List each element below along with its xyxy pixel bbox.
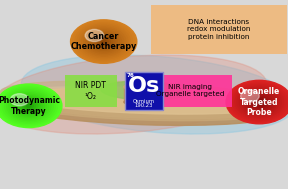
Circle shape: [84, 29, 124, 55]
Ellipse shape: [101, 81, 187, 100]
Circle shape: [75, 23, 132, 60]
Circle shape: [90, 33, 117, 50]
Text: NIR imaging
Organelle targeted: NIR imaging Organelle targeted: [156, 84, 224, 98]
Circle shape: [5, 90, 53, 122]
Circle shape: [88, 31, 119, 52]
Circle shape: [77, 24, 130, 59]
Polygon shape: [124, 87, 164, 102]
Circle shape: [97, 37, 110, 46]
Circle shape: [10, 94, 29, 106]
Circle shape: [73, 21, 134, 62]
Ellipse shape: [21, 55, 288, 134]
Ellipse shape: [124, 98, 164, 106]
Text: 76: 76: [127, 73, 135, 78]
Circle shape: [0, 87, 58, 125]
Circle shape: [71, 20, 137, 63]
Ellipse shape: [0, 81, 288, 116]
Ellipse shape: [12, 92, 276, 119]
Circle shape: [250, 96, 268, 108]
Circle shape: [86, 30, 121, 53]
Circle shape: [242, 91, 277, 114]
Text: Os: Os: [128, 76, 160, 96]
Circle shape: [246, 93, 272, 111]
Circle shape: [101, 40, 106, 43]
Circle shape: [0, 86, 60, 126]
Ellipse shape: [124, 83, 164, 91]
Text: Cancer
Chemotherapy: Cancer Chemotherapy: [71, 32, 137, 51]
Circle shape: [13, 96, 44, 116]
Ellipse shape: [15, 93, 273, 121]
FancyBboxPatch shape: [125, 72, 163, 110]
Ellipse shape: [6, 87, 282, 118]
Circle shape: [82, 27, 126, 56]
Circle shape: [79, 26, 128, 57]
Circle shape: [85, 29, 104, 42]
Circle shape: [253, 98, 266, 106]
Circle shape: [16, 97, 42, 115]
Circle shape: [257, 101, 262, 104]
Ellipse shape: [0, 55, 267, 134]
Ellipse shape: [12, 94, 276, 125]
Text: Osmium: Osmium: [133, 99, 155, 104]
Circle shape: [24, 103, 33, 109]
FancyBboxPatch shape: [151, 5, 287, 54]
Text: DNA interactions
redox modulation
protein inhibition: DNA interactions redox modulation protei…: [187, 19, 251, 40]
Circle shape: [248, 95, 270, 109]
Circle shape: [228, 82, 288, 122]
Circle shape: [93, 34, 115, 49]
Circle shape: [241, 90, 259, 102]
Circle shape: [226, 80, 288, 124]
Text: Organelle
Targeted
Probe: Organelle Targeted Probe: [238, 87, 280, 117]
Text: 190.23: 190.23: [135, 103, 153, 108]
Circle shape: [2, 88, 55, 123]
Circle shape: [9, 93, 49, 119]
Circle shape: [244, 92, 275, 112]
Circle shape: [95, 36, 113, 47]
Circle shape: [230, 83, 288, 121]
Circle shape: [26, 104, 31, 107]
Circle shape: [255, 99, 264, 105]
Text: Photodynamic
Therapy: Photodynamic Therapy: [0, 96, 60, 115]
Circle shape: [11, 94, 46, 117]
Circle shape: [7, 91, 51, 120]
Circle shape: [20, 100, 38, 112]
Ellipse shape: [15, 89, 273, 117]
FancyBboxPatch shape: [65, 75, 117, 107]
Circle shape: [235, 86, 283, 118]
Circle shape: [0, 84, 62, 128]
FancyBboxPatch shape: [148, 75, 232, 107]
Text: NIR PDT
¹O₂: NIR PDT ¹O₂: [75, 81, 106, 101]
Circle shape: [22, 101, 35, 110]
Circle shape: [237, 88, 281, 117]
Ellipse shape: [18, 88, 270, 114]
Circle shape: [99, 39, 108, 44]
Circle shape: [233, 85, 286, 119]
Ellipse shape: [15, 91, 273, 119]
Circle shape: [239, 89, 279, 115]
Circle shape: [18, 99, 40, 113]
